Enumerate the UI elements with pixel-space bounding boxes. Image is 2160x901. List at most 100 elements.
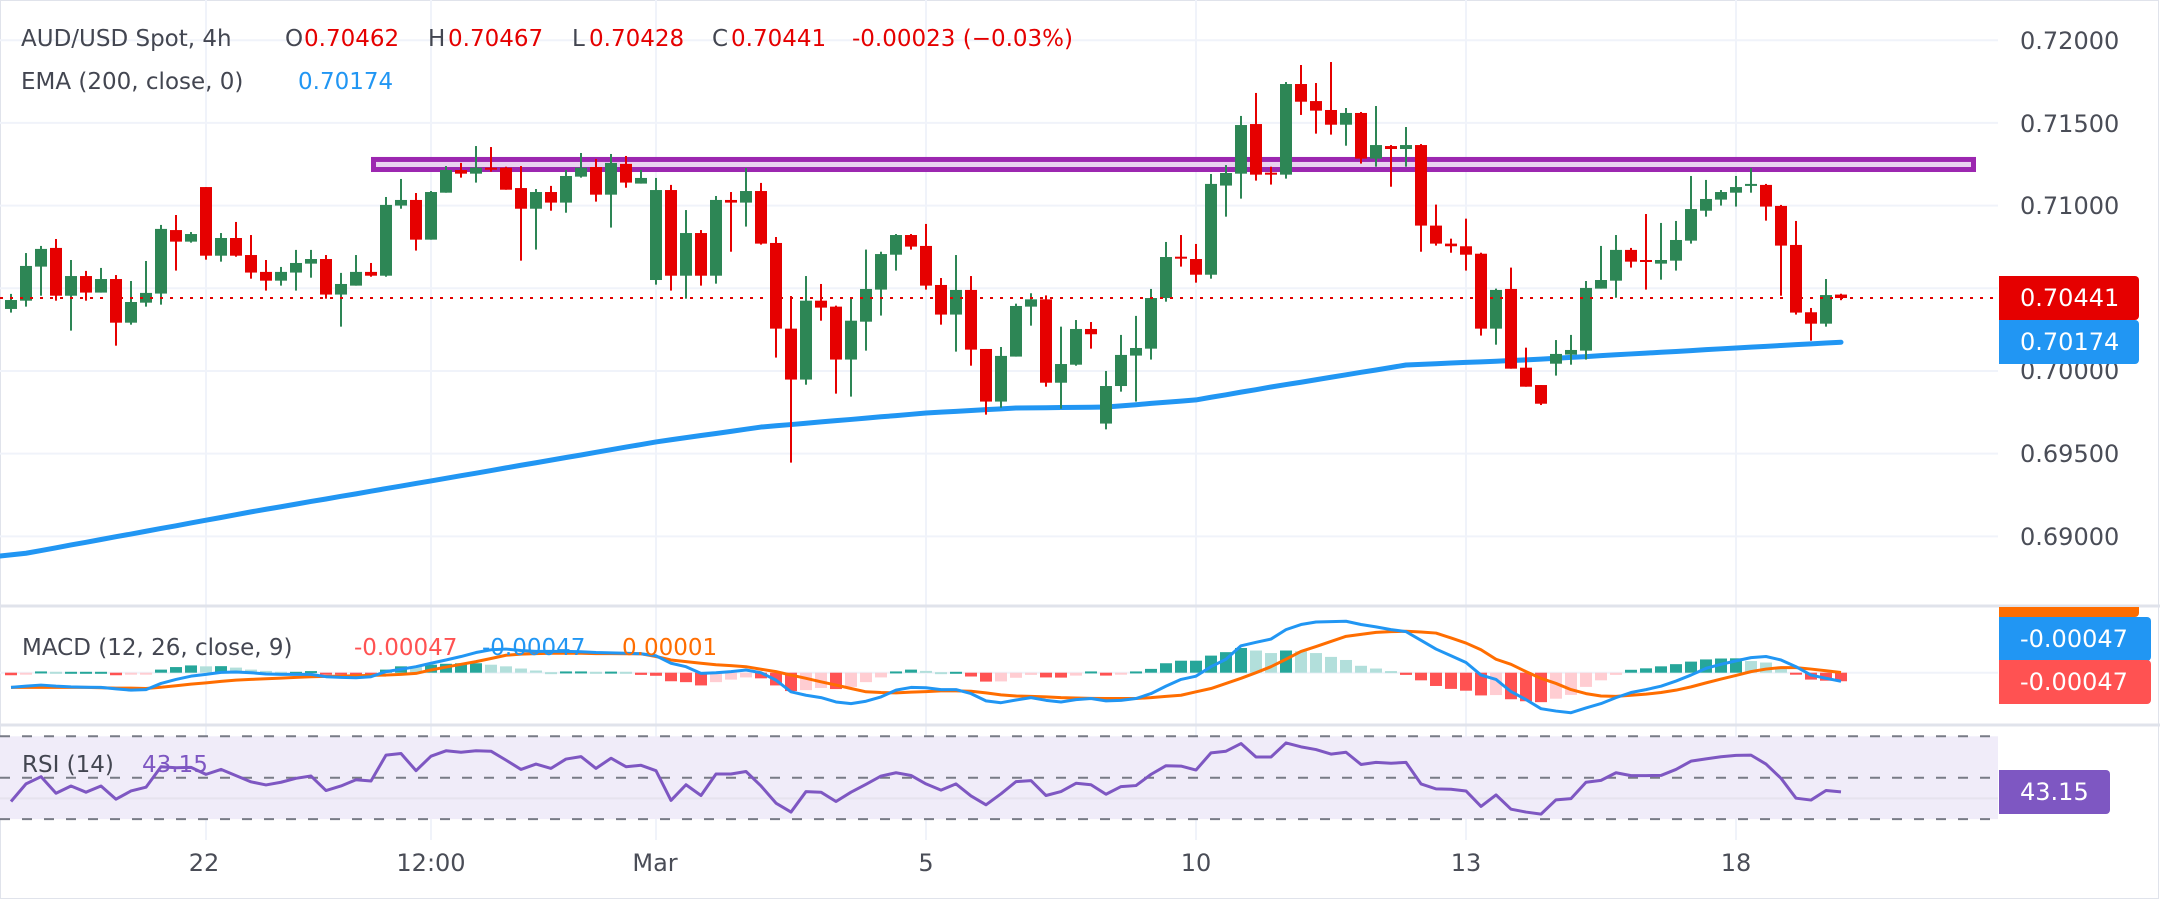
candle-bearish xyxy=(770,237,782,358)
candle-body xyxy=(1775,205,1787,246)
candle-body xyxy=(1565,349,1577,355)
candle-wick xyxy=(520,166,522,261)
candle-body xyxy=(1505,288,1517,369)
candle-body xyxy=(755,191,767,244)
candle-bearish xyxy=(755,182,767,245)
macd-histogram-bar xyxy=(1520,672,1532,702)
macd-histogram-bar xyxy=(1415,672,1427,681)
candle-body xyxy=(695,233,707,276)
macd-histogram-bar xyxy=(1775,667,1787,673)
candle-bullish xyxy=(5,293,17,313)
candle-wick xyxy=(1435,204,1437,246)
candle-body xyxy=(1235,125,1247,174)
candle-body xyxy=(335,283,347,295)
macd-histogram-bar xyxy=(1055,672,1067,678)
candle-wick xyxy=(1600,245,1602,289)
candle-bullish xyxy=(650,177,662,285)
low-label: L xyxy=(572,26,585,52)
candle-body xyxy=(815,300,827,308)
macd-histogram-bar xyxy=(1130,671,1142,674)
low-value: 0.70428 xyxy=(589,26,685,52)
candle-wick xyxy=(1810,307,1812,341)
macd-histogram-bar xyxy=(1790,672,1802,675)
candle-bearish xyxy=(1445,238,1457,253)
candle-body xyxy=(1745,183,1757,186)
candle-bearish xyxy=(1625,247,1637,268)
candle-bearish xyxy=(515,166,527,261)
candle-bearish xyxy=(620,155,632,188)
candle-bearish xyxy=(1790,220,1802,315)
macd-histogram-bar xyxy=(725,672,737,680)
candle-bullish xyxy=(1490,288,1502,345)
macd-histogram-bar xyxy=(1295,651,1307,673)
candle-bearish xyxy=(50,238,62,301)
candle-body xyxy=(800,300,812,380)
candle-body xyxy=(530,192,542,209)
candle-body xyxy=(1190,259,1202,275)
macd-histogram-bar xyxy=(1430,672,1442,686)
macd-histogram-bar xyxy=(260,670,272,673)
candle-body xyxy=(1250,124,1262,175)
candle-body xyxy=(200,187,212,256)
candle-bearish xyxy=(245,235,257,279)
macd-histogram-bar xyxy=(800,672,812,691)
candle-bullish xyxy=(1130,315,1142,402)
macd-histogram-bar xyxy=(935,672,947,675)
time-label: 12:00 xyxy=(396,849,466,877)
candle-body xyxy=(1085,328,1097,335)
candle-body xyxy=(1340,112,1352,125)
macd-line xyxy=(10,619,1842,715)
candle-body xyxy=(1205,183,1217,275)
candle-body xyxy=(410,199,422,240)
symbol-title: AUD/USD Spot, 4h xyxy=(21,26,232,52)
candle-bullish xyxy=(335,272,347,327)
open-value: 0.70462 xyxy=(304,26,400,52)
rsi-legend-value: 43.15 xyxy=(142,752,208,778)
candle-body xyxy=(1325,109,1337,125)
candle-body xyxy=(425,192,437,240)
candle-body xyxy=(140,292,152,303)
candle-bullish xyxy=(1100,370,1112,430)
macd-histogram-bar xyxy=(740,672,752,678)
candle-bearish xyxy=(260,259,272,291)
candle-body xyxy=(1820,295,1832,324)
candle-bullish xyxy=(1745,168,1757,193)
candle-body xyxy=(1805,312,1817,324)
candle-bearish xyxy=(1640,214,1652,290)
candle-bullish xyxy=(1400,127,1412,167)
macd-histogram-bar xyxy=(365,672,377,675)
macd-histogram-bar xyxy=(1025,672,1037,675)
macd-histogram-bar xyxy=(650,672,662,676)
candle-body xyxy=(845,320,857,360)
high-label: H xyxy=(428,26,446,52)
candle-bearish xyxy=(320,255,332,299)
candle-body xyxy=(1535,385,1547,404)
candle-bullish xyxy=(140,260,152,307)
candle-body xyxy=(1040,299,1052,383)
candle-body xyxy=(1655,259,1667,264)
candle-bullish xyxy=(1610,235,1622,298)
candle-body xyxy=(605,162,617,195)
candle-body xyxy=(350,271,362,286)
candle-bullish xyxy=(680,210,692,299)
candle-bullish xyxy=(800,276,812,385)
candle-body xyxy=(1760,184,1772,207)
candle-bullish xyxy=(35,245,47,296)
macd-histogram-bar xyxy=(1820,672,1832,681)
candle-bullish xyxy=(1160,241,1172,302)
candle-body xyxy=(80,276,92,293)
candle-body xyxy=(1460,246,1472,255)
candle-body xyxy=(1175,256,1187,259)
candle-wick xyxy=(1645,214,1647,290)
open-label: O xyxy=(285,26,304,52)
candle-body xyxy=(935,284,947,315)
candle-bullish xyxy=(65,259,77,331)
candle-body xyxy=(980,348,992,402)
candle-bullish xyxy=(125,281,137,325)
candle-bearish xyxy=(1775,204,1787,296)
macd-histogram-value: -0.00047 xyxy=(354,635,458,661)
candle-body xyxy=(1580,287,1592,351)
macd-histogram-bar xyxy=(605,671,617,674)
macd-histogram-bar xyxy=(20,672,32,675)
